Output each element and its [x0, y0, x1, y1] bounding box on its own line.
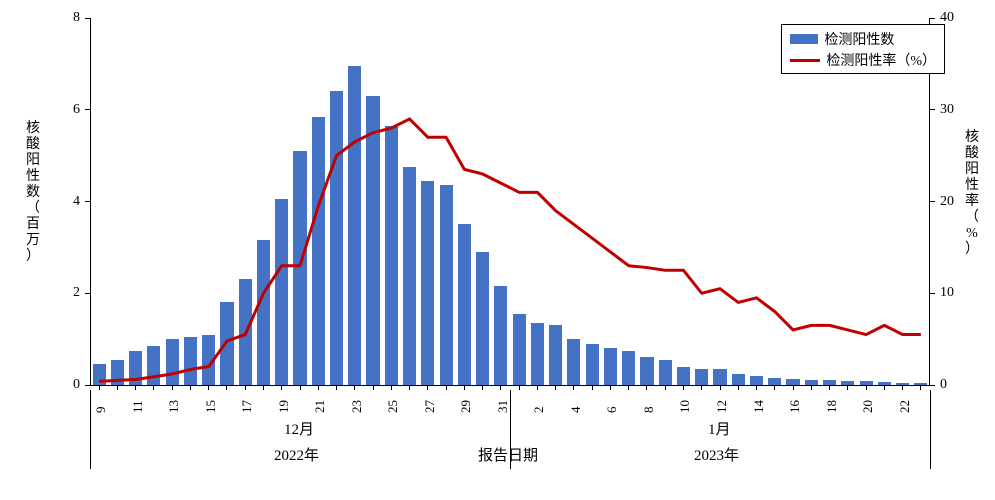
- x-tick-label: 4: [569, 407, 582, 414]
- y-left-tick: 0: [73, 378, 80, 392]
- x-tick-label: 29: [459, 400, 472, 413]
- bar: [184, 337, 197, 385]
- bar: [677, 367, 690, 385]
- bar: [567, 339, 580, 385]
- x-group-separator: [930, 390, 931, 469]
- x-axis-line: [90, 385, 930, 386]
- bar: [476, 252, 489, 385]
- x-tick-label: 12: [715, 400, 728, 413]
- y-left-tick: 6: [73, 103, 80, 117]
- x-tick-label: 15: [204, 400, 217, 413]
- x-tick-label: 20: [861, 400, 874, 413]
- bar: [202, 335, 215, 385]
- legend-label: 检测阳性率（%）: [826, 50, 936, 70]
- bar: [604, 348, 617, 385]
- legend-item: 检测阳性数: [790, 29, 936, 49]
- bar: [257, 240, 270, 385]
- legend-swatch-bar: [790, 34, 818, 44]
- y-right-tick: 30: [940, 103, 954, 117]
- legend-item: 检测阳性率（%）: [790, 50, 936, 70]
- bar: [640, 357, 653, 385]
- x-month-label: 12月: [284, 423, 314, 438]
- y-right-tick: 0: [940, 378, 947, 392]
- bar: [385, 126, 398, 385]
- bar: [494, 286, 507, 385]
- bar: [659, 360, 672, 385]
- bar: [220, 302, 233, 385]
- bar: [348, 66, 361, 385]
- bar: [750, 376, 763, 385]
- x-tick-label: 27: [423, 400, 436, 413]
- bar: [695, 369, 708, 385]
- x-tick-label: 31: [496, 400, 509, 413]
- x-group-separator: [90, 390, 91, 469]
- bar: [239, 279, 252, 385]
- bar: [111, 360, 124, 385]
- y-right-tick: 10: [940, 286, 954, 300]
- bar: [440, 185, 453, 385]
- bar: [421, 181, 434, 385]
- x-month-label: 1月: [708, 423, 731, 438]
- bar: [713, 369, 726, 385]
- bar: [622, 351, 635, 385]
- y-left-tick: 2: [73, 286, 80, 300]
- x-tick-label: 14: [752, 400, 765, 413]
- x-tick-label: 18: [825, 400, 838, 413]
- bar: [531, 323, 544, 385]
- x-tick-label: 8: [642, 407, 655, 414]
- x-tick-label: 19: [277, 400, 290, 413]
- bar: [312, 117, 325, 385]
- bar: [458, 224, 471, 385]
- x-tick-label: 23: [350, 400, 363, 413]
- bar: [366, 96, 379, 385]
- bar: [732, 374, 745, 385]
- bar: [293, 151, 306, 385]
- legend: 检测阳性数检测阳性率（%）: [781, 24, 945, 74]
- bar: [166, 339, 179, 385]
- x-tick-label: 11: [131, 400, 144, 413]
- x-tick-label: 10: [678, 400, 691, 413]
- bar: [93, 364, 106, 385]
- chart-container: 0 2 4 6 8 0 10 20 30 40 核酸阳性数（百万） 核酸阳性率（%） 9 11 13 15 17…: [0, 0, 995, 500]
- bar: [330, 91, 343, 385]
- bar: [768, 378, 781, 385]
- bar: [275, 199, 288, 385]
- x-axis-title: 报告日期: [478, 449, 538, 464]
- x-year-label: 2022年: [274, 449, 319, 464]
- x-tick-label: 16: [788, 400, 801, 413]
- x-tick-label: 25: [386, 400, 399, 413]
- legend-label: 检测阳性数: [824, 29, 894, 49]
- bar: [147, 346, 160, 385]
- legend-swatch-line: [790, 59, 820, 62]
- x-tick-label: 22: [898, 400, 911, 413]
- y-right-tick: 20: [940, 195, 954, 209]
- y-right-tick: 40: [940, 11, 954, 25]
- y-left-title: 核酸阳性数（百万）: [26, 121, 40, 266]
- x-tick-label: 2: [532, 407, 545, 414]
- x-tick-label: 13: [167, 400, 180, 413]
- y-right-title: 核酸阳性率（%）: [965, 130, 979, 259]
- y-left-tick: 8: [73, 11, 80, 25]
- x-tick-label: 9: [94, 407, 107, 414]
- bar: [513, 314, 526, 385]
- bar: [403, 167, 416, 385]
- x-tick-label: 21: [313, 400, 326, 413]
- x-tick-label: 6: [605, 407, 618, 414]
- x-year-label: 2023年: [694, 449, 739, 464]
- bar: [129, 351, 142, 385]
- x-tick-label: 17: [240, 400, 253, 413]
- bar: [549, 325, 562, 385]
- y-left-tick: 4: [73, 195, 80, 209]
- bar: [586, 344, 599, 385]
